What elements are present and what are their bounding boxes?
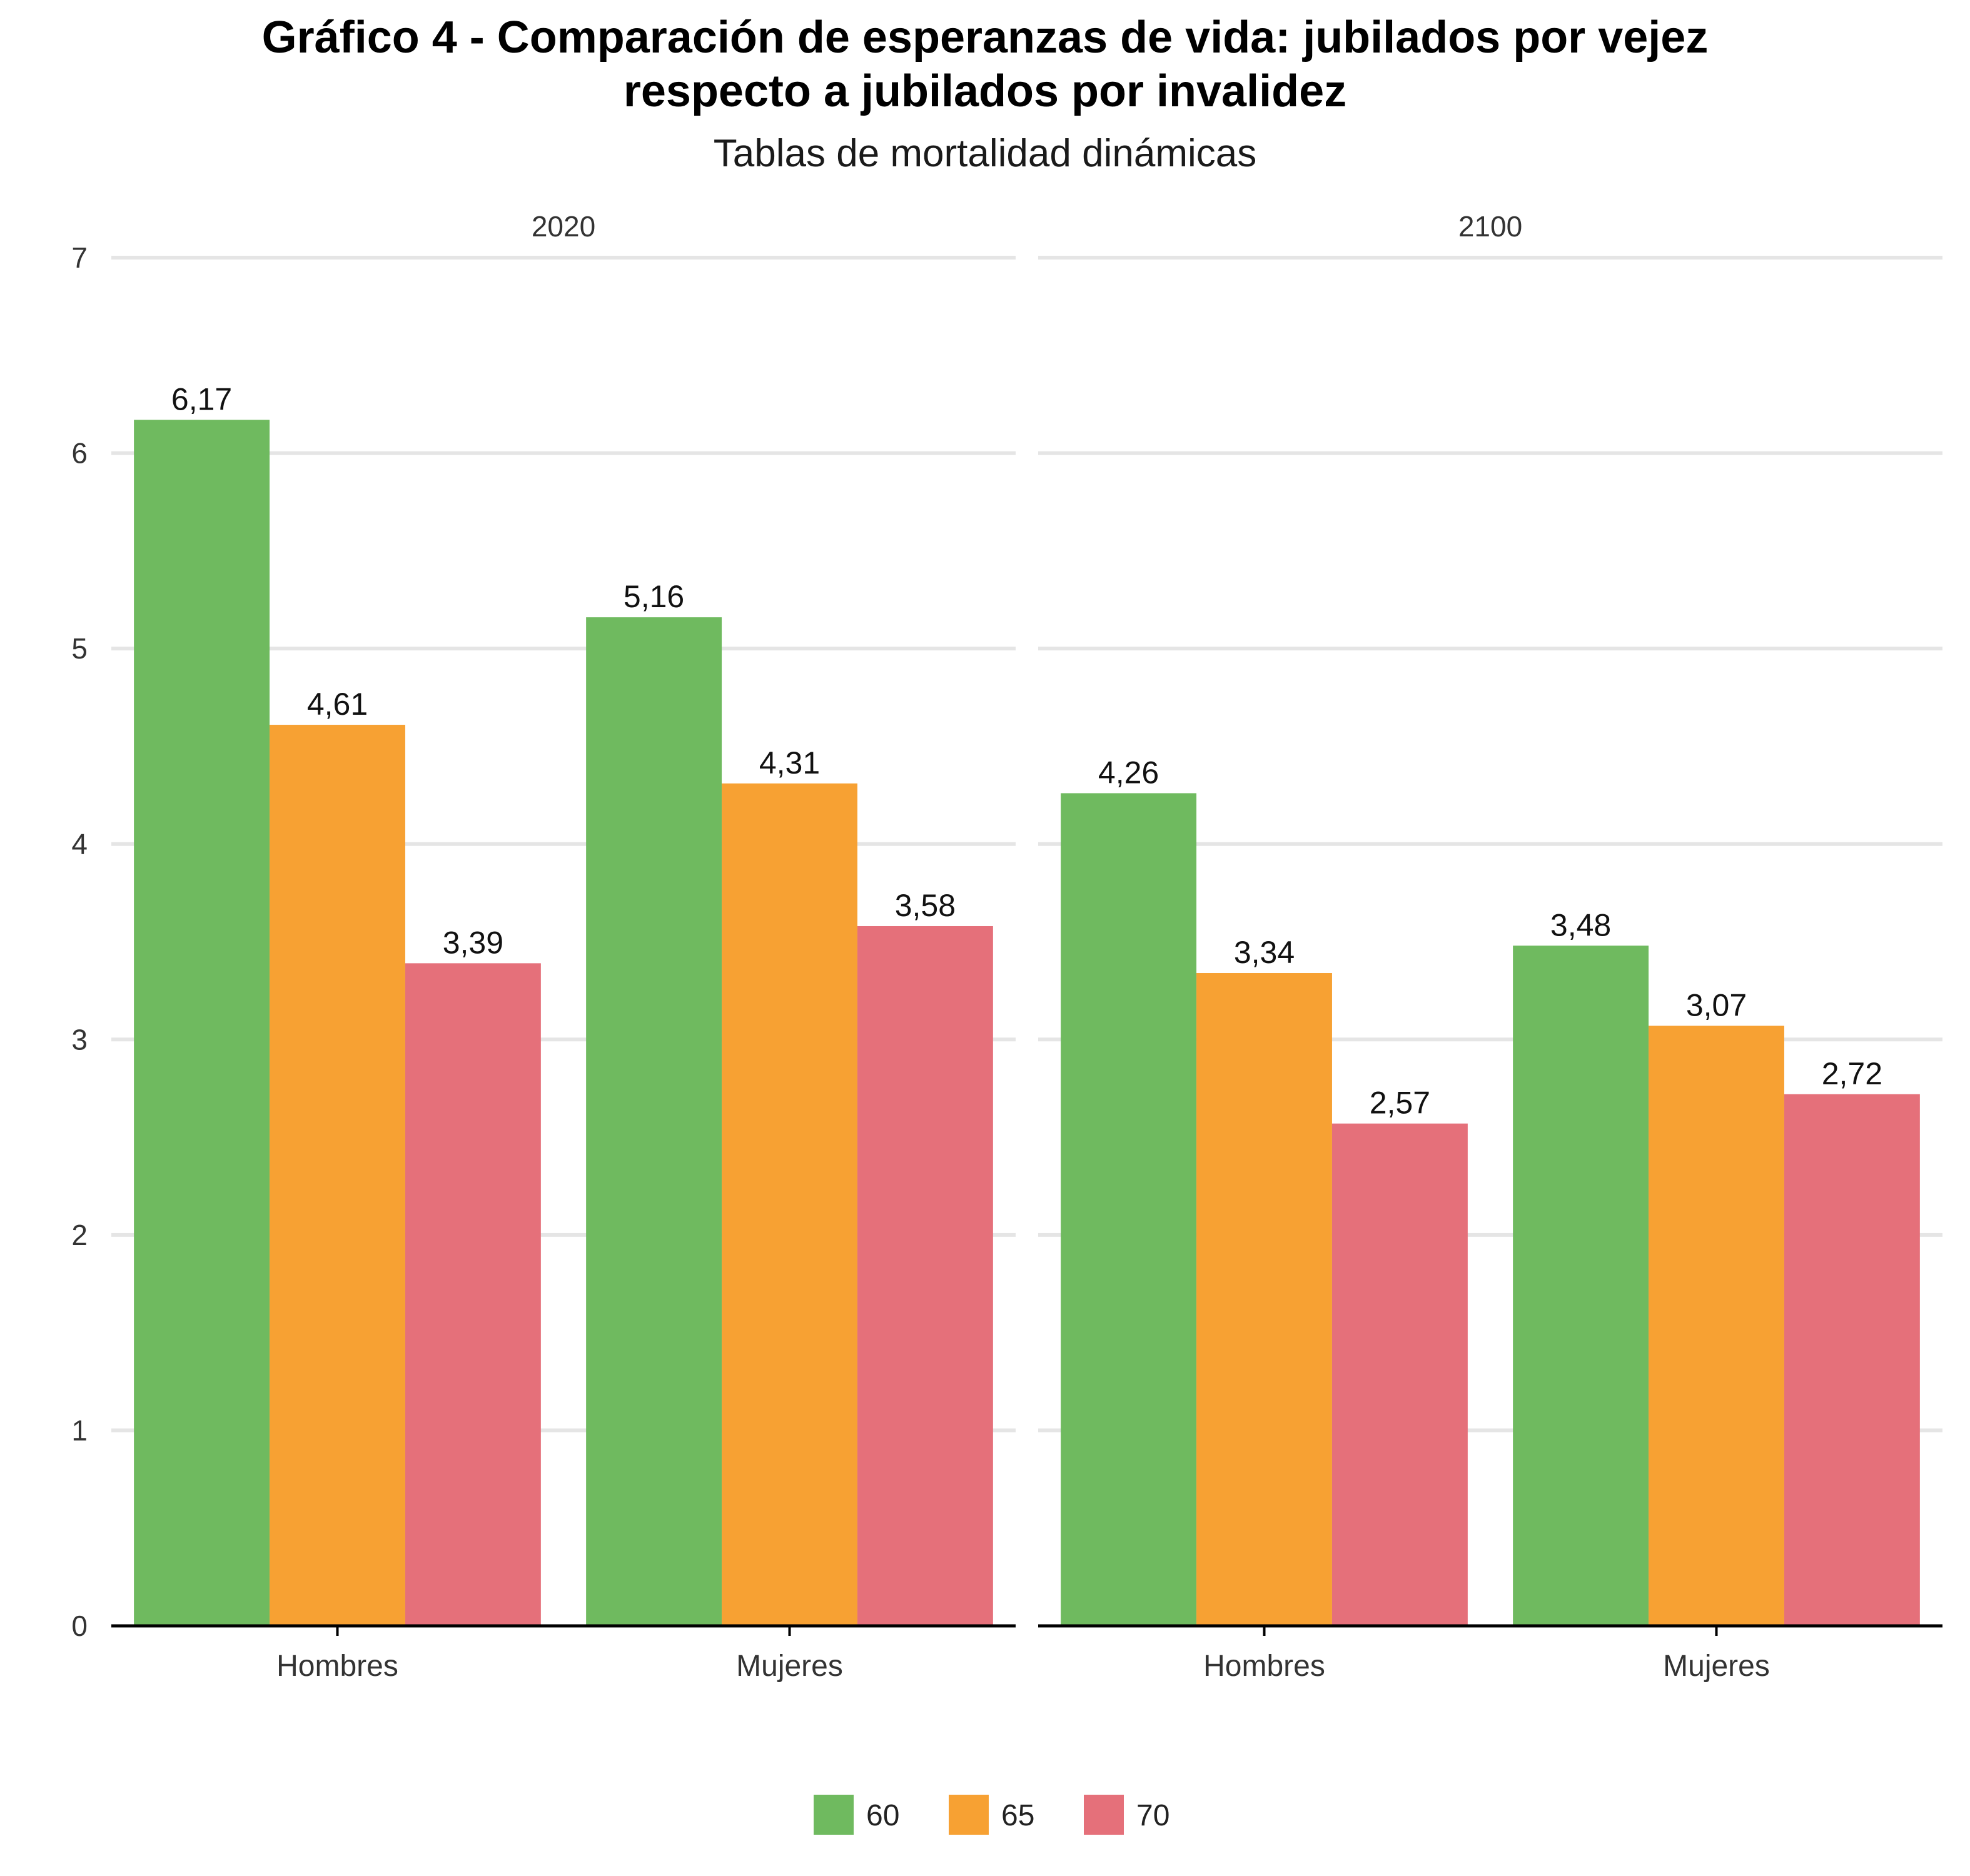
y-tick-label-7: 7 — [71, 241, 88, 274]
chart-title-line-2: respecto a jubilados por invalidez — [624, 66, 1346, 116]
x-tick-label-2100-mujeres: Mujeres — [1663, 1650, 1770, 1683]
bar-2100-hombres-60 — [1061, 793, 1197, 1626]
facet-panel-2020: 2020 6,17 4,61 3,39 Hombres 5,16 4,31 3,58 Mujer… — [111, 210, 1016, 1683]
data-label-2020-hombres-70: 3,39 — [443, 925, 503, 960]
chart-subtitle: Tablas de mortalidad dinámicas — [714, 132, 1256, 175]
y-tick-label-4: 4 — [71, 828, 88, 860]
chart-title-line-1: Gráfico 4 - Comparación de esperanzas de… — [262, 13, 1709, 63]
bar-2100-mujeres-70 — [1784, 1094, 1920, 1626]
data-label-2020-mujeres-60: 5,16 — [624, 579, 684, 614]
bar-2020-mujeres-65 — [722, 783, 857, 1626]
y-tick-label-0: 0 — [71, 1610, 88, 1642]
y-tick-label-6: 6 — [71, 437, 88, 470]
y-tick-label-3: 3 — [71, 1023, 88, 1056]
y-axis: 0 1 2 3 4 5 6 7 — [71, 241, 88, 1642]
data-label-2100-hombres-70: 2,57 — [1370, 1086, 1430, 1121]
legend-swatch-70 — [1084, 1795, 1124, 1835]
legend-swatch-60 — [814, 1795, 854, 1835]
legend-label-70: 70 — [1136, 1799, 1169, 1832]
x-tick-label-2020-mujeres: Mujeres — [736, 1650, 843, 1683]
data-label-2020-mujeres-70: 3,58 — [895, 888, 956, 923]
data-label-2020-mujeres-65: 4,31 — [759, 745, 820, 780]
data-label-2020-hombres-65: 4,61 — [307, 687, 368, 722]
facet-label-2020: 2020 — [532, 210, 595, 243]
bar-2100-mujeres-60 — [1513, 946, 1649, 1626]
y-tick-label-2: 2 — [71, 1219, 88, 1251]
y-tick-label-1: 1 — [71, 1414, 88, 1446]
bar-2020-hombres-65 — [270, 725, 405, 1626]
legend-label-60: 60 — [866, 1799, 899, 1832]
y-tick-label-5: 5 — [71, 632, 88, 665]
bar-2020-mujeres-60 — [586, 617, 722, 1626]
data-label-2100-hombres-60: 4,26 — [1098, 755, 1159, 790]
bar-2100-hombres-70 — [1331, 1123, 1468, 1626]
facets: 2020 6,17 4,61 3,39 Hombres 5,16 4,31 3,58 Mujer… — [111, 210, 1942, 1683]
data-label-2100-mujeres-60: 3,48 — [1550, 907, 1611, 942]
bar-2020-hombres-60 — [134, 420, 270, 1626]
bar-2020-mujeres-70 — [857, 925, 993, 1626]
data-label-2020-hombres-60: 6,17 — [171, 381, 232, 416]
legend: 60 65 70 — [814, 1795, 1169, 1835]
x-tick-label-2100-hombres: Hombres — [1203, 1650, 1325, 1683]
legend-label-65: 65 — [1001, 1799, 1034, 1832]
legend-swatch-65 — [949, 1795, 989, 1835]
x-tick-label-2020-hombres: Hombres — [276, 1650, 398, 1683]
data-label-2100-hombres-65: 3,34 — [1234, 935, 1295, 970]
bar-2100-hombres-65 — [1196, 973, 1332, 1626]
data-label-2100-mujeres-65: 3,07 — [1686, 987, 1747, 1022]
bar-2100-mujeres-65 — [1649, 1026, 1784, 1626]
data-label-2100-mujeres-70: 2,72 — [1822, 1056, 1882, 1091]
facet-label-2100: 2100 — [1458, 210, 1522, 243]
bar-2020-hombres-70 — [405, 963, 541, 1626]
facet-panel-2100: 2100 4,26 3,34 2,57 Hombres 3,48 3,07 2,72 Mujer… — [1038, 210, 1942, 1683]
